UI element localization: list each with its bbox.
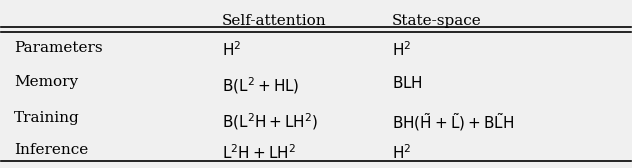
Text: $\mathrm{BLH}$: $\mathrm{BLH}$ <box>391 75 422 91</box>
Text: $\mathrm{H^2}$: $\mathrm{H^2}$ <box>391 143 411 162</box>
Text: $\mathrm{B(L^2H + LH^2)}$: $\mathrm{B(L^2H + LH^2)}$ <box>222 111 318 132</box>
Text: $\mathrm{H}^2$: $\mathrm{H}^2$ <box>222 41 241 59</box>
Text: $\mathrm{L^2H + LH^2}$: $\mathrm{L^2H + LH^2}$ <box>222 143 296 162</box>
Text: Inference: Inference <box>14 143 88 157</box>
Text: $\mathrm{H}^2$: $\mathrm{H}^2$ <box>391 41 411 59</box>
Text: Parameters: Parameters <box>14 41 102 55</box>
Text: $\mathrm{BH(\tilde{H} + \tilde{L}) + B\tilde{L}H}$: $\mathrm{BH(\tilde{H} + \tilde{L}) + B\t… <box>391 111 514 133</box>
Text: $\mathrm{B(L^2 + HL)}$: $\mathrm{B(L^2 + HL)}$ <box>222 75 299 96</box>
Text: Training: Training <box>14 111 80 125</box>
Text: Memory: Memory <box>14 75 78 89</box>
Text: Self-attention: Self-attention <box>222 14 326 28</box>
Text: State-space: State-space <box>391 14 481 28</box>
